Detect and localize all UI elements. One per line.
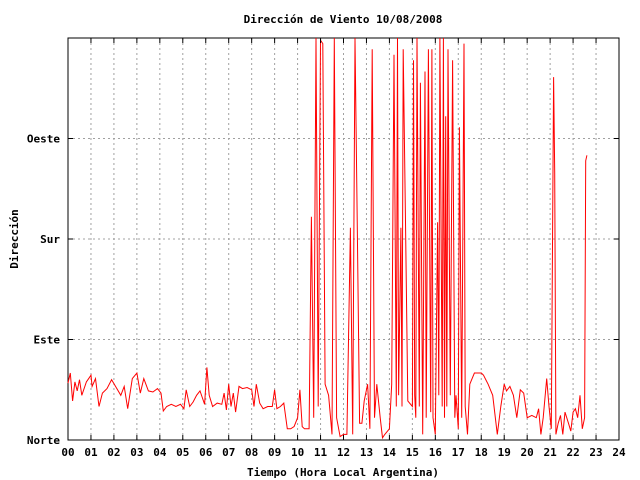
x-tick-label-16: 16 bbox=[429, 446, 443, 459]
x-tick-label-19: 19 bbox=[498, 446, 511, 459]
x-tick-label-05: 05 bbox=[176, 446, 189, 459]
x-tick-label-00: 00 bbox=[61, 446, 74, 459]
x-axis-ticks: 00 01 02 03 04 05 06 07 08 09 10 11 12 13 14 15 16 17 18 19… bbox=[61, 38, 626, 459]
y-tick-label-oeste: Oeste bbox=[27, 133, 60, 146]
y-tick-label-norte: Norte bbox=[27, 434, 60, 447]
x-tick-label-01: 01 bbox=[84, 446, 98, 459]
x-tick-label-10: 10 bbox=[291, 446, 304, 459]
x-tick-label-20: 20 bbox=[521, 446, 534, 459]
x-tick-label-03: 03 bbox=[130, 446, 143, 459]
x-tick-label-21: 21 bbox=[544, 446, 558, 459]
x-axis-label: Tiempo (Hora Local Argentina) bbox=[247, 466, 439, 479]
y-axis-label: Dirección bbox=[8, 209, 21, 269]
grid-lines bbox=[68, 38, 619, 440]
x-tick-label-11: 11 bbox=[314, 446, 328, 459]
x-tick-label-08: 08 bbox=[245, 446, 258, 459]
x-tick-label-12: 12 bbox=[337, 446, 350, 459]
x-tick-label-09: 09 bbox=[268, 446, 281, 459]
x-tick-label-07: 07 bbox=[222, 446, 235, 459]
chart-title: Dirección de Viento 10/08/2008 bbox=[244, 13, 443, 26]
series-line-0 bbox=[67, 37, 588, 440]
x-tick-label-22: 22 bbox=[566, 446, 579, 459]
x-tick-label-14: 14 bbox=[383, 446, 397, 459]
x-tick-label-15: 15 bbox=[406, 446, 419, 459]
y-tick-label-sur: Sur bbox=[40, 233, 60, 246]
x-tick-label-24: 24 bbox=[612, 446, 626, 459]
x-tick-label-17: 17 bbox=[452, 446, 465, 459]
x-tick-label-06: 06 bbox=[199, 446, 213, 459]
y-tick-label-este: Este bbox=[34, 334, 61, 347]
x-tick-label-18: 18 bbox=[475, 446, 488, 459]
x-tick-label-23: 23 bbox=[589, 446, 602, 459]
x-tick-label-04: 04 bbox=[153, 446, 167, 459]
x-tick-label-02: 02 bbox=[107, 446, 120, 459]
data-series bbox=[67, 37, 588, 440]
x-tick-label-13: 13 bbox=[360, 446, 373, 459]
y-axis-ticks: Norte Este Sur Oeste bbox=[27, 133, 619, 447]
